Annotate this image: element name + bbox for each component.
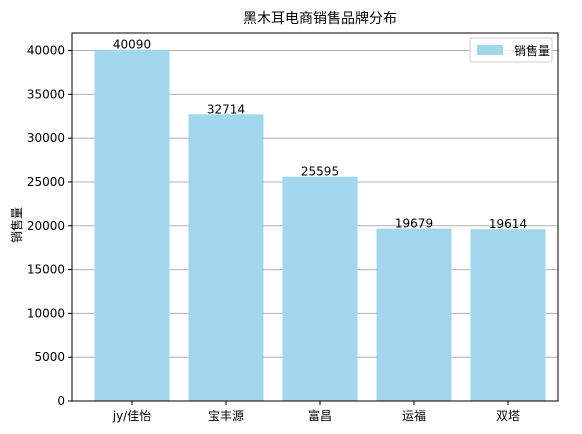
y-axis-ticks: 0 5000 10000 15000 20000 25000 30000 35000 40000: [27, 44, 72, 408]
y-tick-label: 5000: [34, 350, 65, 364]
x-tick-label: 双塔: [496, 409, 520, 423]
data-labels-layer: 40090 32714 25595 19679 19614: [113, 38, 527, 231]
legend: 销售量: [469, 37, 553, 63]
x-tick-label: 富昌: [308, 408, 332, 423]
y-tick-label: 20000: [27, 219, 65, 233]
y-tick-label: 10000: [27, 306, 65, 320]
bars-layer: [94, 49, 546, 402]
y-tick-label: 25000: [27, 175, 65, 189]
x-tick-label: 宝丰源: [208, 409, 244, 423]
y-axis-label: 销售量: [9, 207, 24, 243]
y-tick-label: 35000: [27, 87, 65, 101]
bar-value-label: 40090: [113, 38, 151, 52]
bar-value-label: 19679: [395, 217, 433, 231]
plot-frame: [71, 32, 559, 402]
bar-5: [470, 229, 546, 401]
y-tick-label: 30000: [27, 131, 65, 145]
bar-1: [94, 49, 170, 402]
y-tick-label: 15000: [27, 263, 65, 277]
x-tick-label: jy/佳怡: [112, 409, 151, 423]
x-axis-ticks: jy/佳怡 宝丰源 富昌 运福 双塔: [112, 401, 520, 423]
bar-3: [282, 176, 358, 401]
legend-box: [469, 37, 553, 63]
bar-value-label: 25595: [301, 165, 339, 179]
legend-entry-sales: 销售量: [514, 43, 550, 58]
bar-value-label: 32714: [207, 102, 245, 116]
bar-value-label: 19614: [489, 217, 527, 231]
legend-swatch: [477, 45, 503, 55]
chart-title: 黑木耳电商销售品牌分布: [243, 10, 397, 27]
y-tick-label: 40000: [27, 44, 65, 58]
bar-2: [188, 114, 264, 402]
y-tick-label: 0: [57, 394, 65, 408]
bar-4: [376, 228, 452, 401]
x-tick-label: 运福: [402, 408, 426, 423]
